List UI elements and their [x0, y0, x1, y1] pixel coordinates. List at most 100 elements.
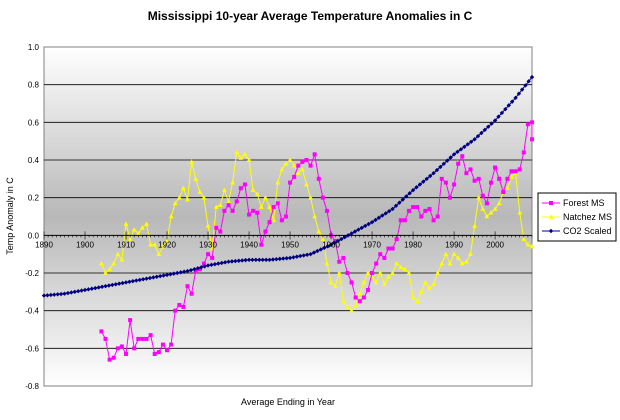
data-point	[193, 269, 198, 274]
data-point	[504, 185, 510, 191]
data-point	[292, 174, 297, 179]
y-tick-label: -0.6	[25, 344, 39, 353]
y-tick-label: 0.2	[28, 194, 40, 203]
x-tick-label: 1990	[445, 240, 463, 249]
data-point	[459, 260, 465, 266]
data-point	[427, 173, 433, 179]
legend-label: Natchez MS	[563, 212, 612, 222]
data-point	[205, 223, 211, 228]
data-point	[210, 255, 215, 260]
data-point	[448, 155, 453, 160]
data-point	[312, 213, 318, 219]
data-point	[246, 157, 252, 162]
data-point	[472, 178, 477, 183]
data-point	[277, 256, 282, 262]
data-point	[243, 257, 248, 263]
data-point	[357, 291, 363, 296]
data-point	[489, 121, 494, 126]
data-point	[127, 279, 132, 284]
data-point	[386, 208, 392, 214]
data-point	[376, 215, 382, 220]
data-point	[492, 118, 498, 123]
data-point	[148, 242, 154, 247]
data-point	[178, 270, 183, 275]
data-point	[410, 294, 416, 300]
data-point	[311, 250, 317, 255]
data-point	[295, 170, 301, 175]
data-point	[134, 278, 139, 283]
data-point	[259, 242, 264, 247]
data-point	[369, 219, 375, 225]
data-point	[363, 223, 368, 229]
data-point	[229, 259, 235, 264]
data-point	[476, 195, 482, 200]
data-point	[383, 211, 388, 216]
data-point	[168, 272, 173, 277]
data-point	[279, 166, 285, 172]
data-point	[103, 270, 108, 275]
data-point	[219, 260, 224, 266]
data-point	[181, 304, 186, 309]
data-point	[234, 149, 240, 155]
data-point	[86, 287, 91, 292]
data-point	[250, 257, 255, 263]
data-point	[431, 170, 436, 176]
data-point	[113, 282, 118, 287]
data-point	[48, 292, 54, 298]
series-co2-scaled	[41, 74, 535, 298]
data-point	[253, 257, 259, 263]
data-point	[214, 225, 219, 230]
data-point	[333, 238, 338, 243]
legend-item: Natchez MS	[542, 212, 612, 222]
data-point	[257, 257, 262, 263]
data-point	[451, 251, 457, 256]
data-point	[521, 150, 526, 155]
data-point	[275, 201, 280, 206]
data-point	[501, 190, 506, 195]
data-point	[509, 169, 514, 174]
data-point	[421, 179, 426, 184]
y-tick-label: 0.8	[28, 81, 40, 90]
data-point	[402, 266, 408, 272]
data-point	[300, 159, 305, 164]
data-point	[233, 258, 238, 264]
x-tick-label: 1910	[117, 240, 135, 249]
data-point	[164, 238, 170, 243]
data-point	[291, 255, 296, 260]
y-tick-label: -0.8	[25, 382, 39, 391]
data-point	[123, 280, 129, 285]
data-point	[370, 271, 375, 275]
data-point	[427, 285, 432, 290]
data-point	[320, 236, 326, 241]
data-point	[468, 139, 474, 144]
data-point	[160, 342, 165, 347]
data-point	[465, 142, 470, 147]
data-point	[529, 244, 535, 249]
data-point	[402, 218, 407, 223]
data-point	[443, 180, 448, 185]
data-point	[140, 336, 145, 341]
data-point	[406, 208, 411, 213]
data-point	[468, 167, 473, 172]
data-point	[201, 195, 207, 200]
data-point	[212, 262, 218, 267]
data-point	[45, 293, 50, 298]
data-point	[447, 260, 453, 266]
data-point	[390, 270, 395, 275]
y-tick-labels: 1.0 0.8 0.6 0.4 0.2 0.0 -0.2 -0.4 -0.6 -0.8	[25, 43, 39, 391]
data-point	[463, 259, 469, 264]
data-point	[456, 161, 461, 166]
data-point	[361, 295, 366, 300]
data-point	[120, 280, 125, 286]
data-point	[525, 122, 530, 127]
data-point	[380, 213, 385, 218]
data-point	[438, 164, 443, 170]
data-point	[488, 210, 494, 215]
data-point	[439, 260, 445, 266]
data-point	[140, 225, 145, 230]
data-point	[206, 252, 211, 257]
data-point	[484, 201, 489, 206]
data-point	[283, 214, 288, 219]
data-point	[431, 218, 436, 223]
data-point	[131, 227, 137, 232]
